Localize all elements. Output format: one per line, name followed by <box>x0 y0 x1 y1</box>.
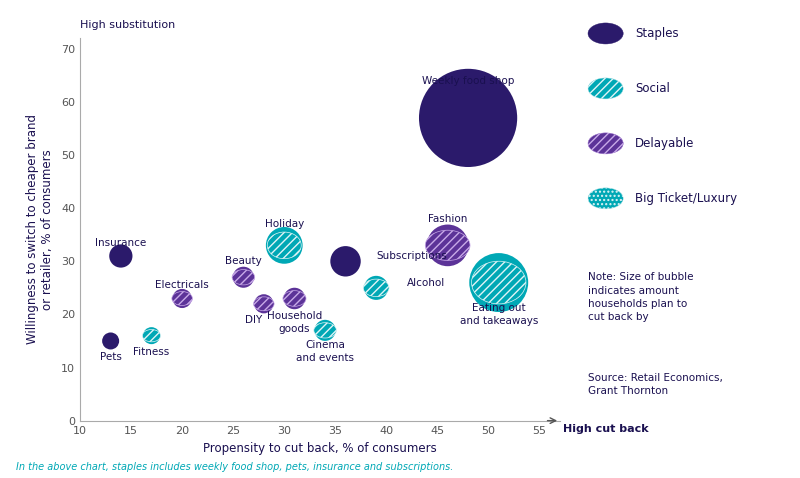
Point <box>176 294 189 302</box>
Point <box>492 279 505 286</box>
Ellipse shape <box>426 230 470 261</box>
Ellipse shape <box>283 291 306 306</box>
Ellipse shape <box>471 261 526 304</box>
Y-axis label: Willingness to switch to cheaper brand
or retailer, % of consumers: Willingness to switch to cheaper brand o… <box>26 114 54 345</box>
Point <box>145 332 158 339</box>
Text: Staples: Staples <box>635 27 679 40</box>
Text: Fitness: Fitness <box>134 347 170 357</box>
Point <box>442 241 454 249</box>
Point <box>288 294 301 302</box>
Ellipse shape <box>142 329 161 342</box>
Text: Social: Social <box>635 82 670 95</box>
Text: High substitution: High substitution <box>80 20 175 30</box>
Text: Alcohol: Alcohol <box>407 278 445 288</box>
Text: High cut back: High cut back <box>563 424 649 434</box>
Text: Cinema
and events: Cinema and events <box>296 340 354 363</box>
Point <box>339 258 352 265</box>
Text: Weekly food shop: Weekly food shop <box>422 76 514 86</box>
Point <box>278 241 290 249</box>
Text: Household
goods: Household goods <box>267 311 322 334</box>
Text: Insurance: Insurance <box>95 238 146 248</box>
Text: Subscriptions: Subscriptions <box>376 251 447 261</box>
Ellipse shape <box>254 297 274 311</box>
Point <box>462 114 474 122</box>
Text: Note: Size of bubble
indicates amount
households plan to
cut back by: Note: Size of bubble indicates amount ho… <box>588 272 694 322</box>
Point <box>370 284 382 292</box>
Ellipse shape <box>267 232 302 259</box>
Text: Pets: Pets <box>100 352 122 362</box>
Text: In the above chart, staples includes weekly food shop, pets, insurance and subsc: In the above chart, staples includes wee… <box>16 462 454 472</box>
Text: Holiday: Holiday <box>265 219 304 229</box>
Text: Delayable: Delayable <box>635 137 694 150</box>
Ellipse shape <box>363 279 389 297</box>
Point <box>318 326 331 334</box>
Point <box>114 252 127 260</box>
Text: Big Ticket/Luxury: Big Ticket/Luxury <box>635 192 738 205</box>
Text: Electricals: Electricals <box>155 280 209 290</box>
Text: Eating out
and takeaways: Eating out and takeaways <box>459 303 538 326</box>
Point <box>237 273 250 281</box>
Text: Beauty: Beauty <box>225 256 262 266</box>
Text: Source: Retail Economics,
Grant Thornton: Source: Retail Economics, Grant Thornton <box>588 373 723 396</box>
Ellipse shape <box>232 270 254 285</box>
Point <box>258 300 270 308</box>
Text: DIY: DIY <box>245 315 262 325</box>
Ellipse shape <box>172 292 193 305</box>
Text: Fashion: Fashion <box>428 214 467 224</box>
Point <box>104 337 117 345</box>
X-axis label: Propensity to cut back, % of consumers: Propensity to cut back, % of consumers <box>203 443 437 456</box>
Ellipse shape <box>314 323 337 338</box>
